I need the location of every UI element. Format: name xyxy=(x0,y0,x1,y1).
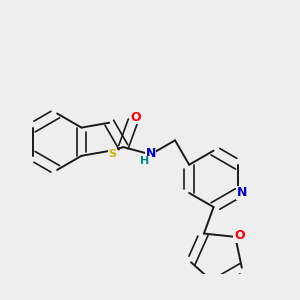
Text: O: O xyxy=(130,111,141,124)
Text: O: O xyxy=(234,229,244,242)
Text: N: N xyxy=(237,187,247,200)
Text: N: N xyxy=(146,147,156,160)
Text: S: S xyxy=(109,148,117,159)
Text: H: H xyxy=(140,156,149,166)
